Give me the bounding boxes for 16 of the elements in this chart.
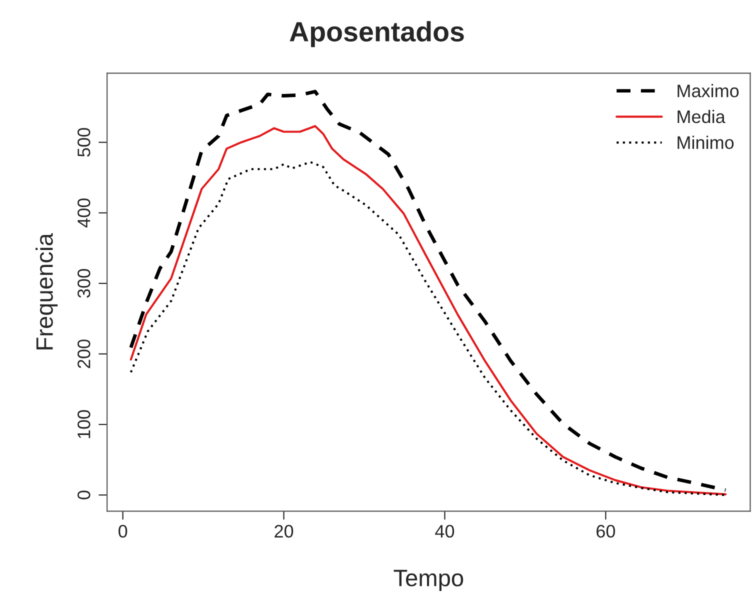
legend-label: Media	[678, 110, 726, 124]
legend-label: Minimo	[678, 136, 734, 150]
x-tick-label: 40	[435, 524, 454, 538]
y-tick-label: 0	[78, 490, 90, 500]
x-axis-title: Tempo	[394, 570, 464, 592]
legend-label: Maximo	[678, 84, 739, 98]
y-tick-label: 100	[78, 410, 90, 438]
y-tick-label: 300	[78, 269, 90, 298]
y-axis-title: Frequencia	[36, 233, 58, 350]
y-tick-label: 500	[78, 128, 90, 157]
y-tick-label: 400	[78, 198, 90, 228]
chart-title: Aposentados	[290, 21, 464, 48]
x-tick-label: 0	[118, 524, 128, 538]
y-tick-label: 200	[78, 340, 90, 368]
x-tick-label: 20	[274, 524, 294, 538]
x-tick-label: 60	[596, 524, 616, 538]
